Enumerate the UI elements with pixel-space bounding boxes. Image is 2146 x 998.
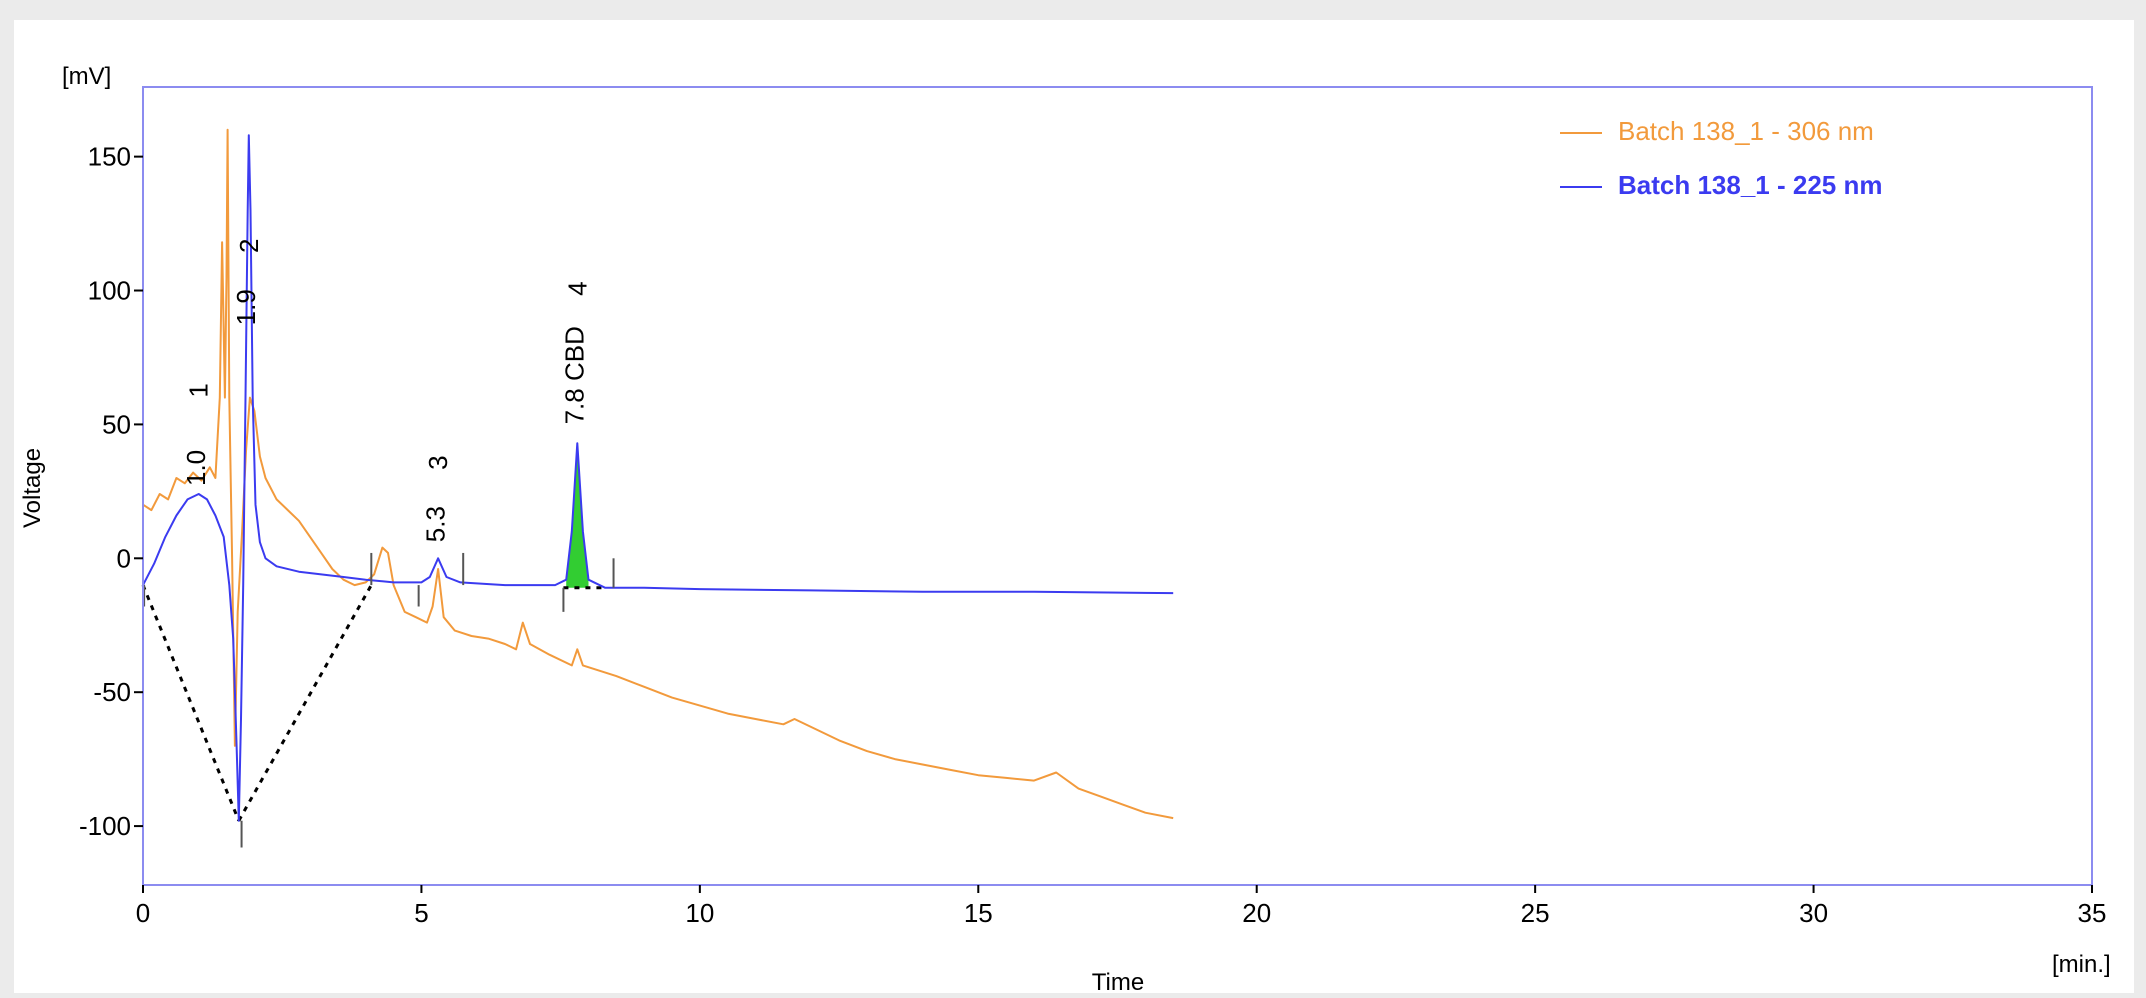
integration-baseline-1 <box>237 584 373 822</box>
y-tick-label-2: 0 <box>117 543 131 573</box>
x-tick-label-4: 20 <box>1242 898 1271 928</box>
x-tick-label-0: 0 <box>136 898 150 928</box>
y-tick-label-1: -50 <box>93 677 131 707</box>
legend-label-225: Batch 138_1 - 225 nm <box>1618 170 1882 200</box>
axes-layer: 0 5 10 15 20 25 30 35 -100 -50 0 50 100 150 <box>79 142 2107 928</box>
plot-layer: 1.0 1 1.9 2 5.3 3 7.8 CBD 4 <box>141 128 1174 848</box>
chart-panel <box>14 20 2134 993</box>
x-tick-label-6: 30 <box>1799 898 1828 928</box>
integration-baseline-0 <box>141 584 241 822</box>
peak-label-1: 1 <box>184 383 214 397</box>
peak-label-4: 5.3 <box>420 506 450 542</box>
peak-label-6: 7.8 CBD <box>560 326 590 424</box>
y-axis-label: Voltage <box>19 448 46 528</box>
legend-label-306: Batch 138_1 - 306 nm <box>1618 116 1874 146</box>
y-tick-label-3: 50 <box>102 409 131 439</box>
y-tick-label-4: 100 <box>88 276 131 306</box>
cbd-peak-fill <box>566 443 589 588</box>
x-tick-label-1: 5 <box>414 898 428 928</box>
x-unit-label: [min.] <box>2052 951 2111 978</box>
plot-frame <box>142 86 2093 886</box>
peak-label-5: 3 <box>423 455 453 469</box>
x-tick-label-7: 35 <box>2078 898 2107 928</box>
x-axis-label: Time <box>1092 969 1144 993</box>
peak-label-0: 1.0 <box>181 450 211 486</box>
peak-label-3: 2 <box>234 239 264 253</box>
x-tick-label-2: 10 <box>685 898 714 928</box>
peak-label-2: 1.9 <box>231 289 261 325</box>
series-line-1 <box>142 134 1174 822</box>
x-tick-label-5: 25 <box>1521 898 1550 928</box>
y-tick-label-0: -100 <box>79 811 131 841</box>
legend: Batch 138_1 - 306 nm Batch 138_1 - 225 n… <box>1560 116 1882 200</box>
peak-label-7: 4 <box>562 281 592 295</box>
x-tick-label-3: 15 <box>964 898 993 928</box>
y-tick-label-5: 150 <box>88 142 131 172</box>
series-line-0 <box>142 128 1174 820</box>
y-unit-label: [mV] <box>62 63 111 90</box>
